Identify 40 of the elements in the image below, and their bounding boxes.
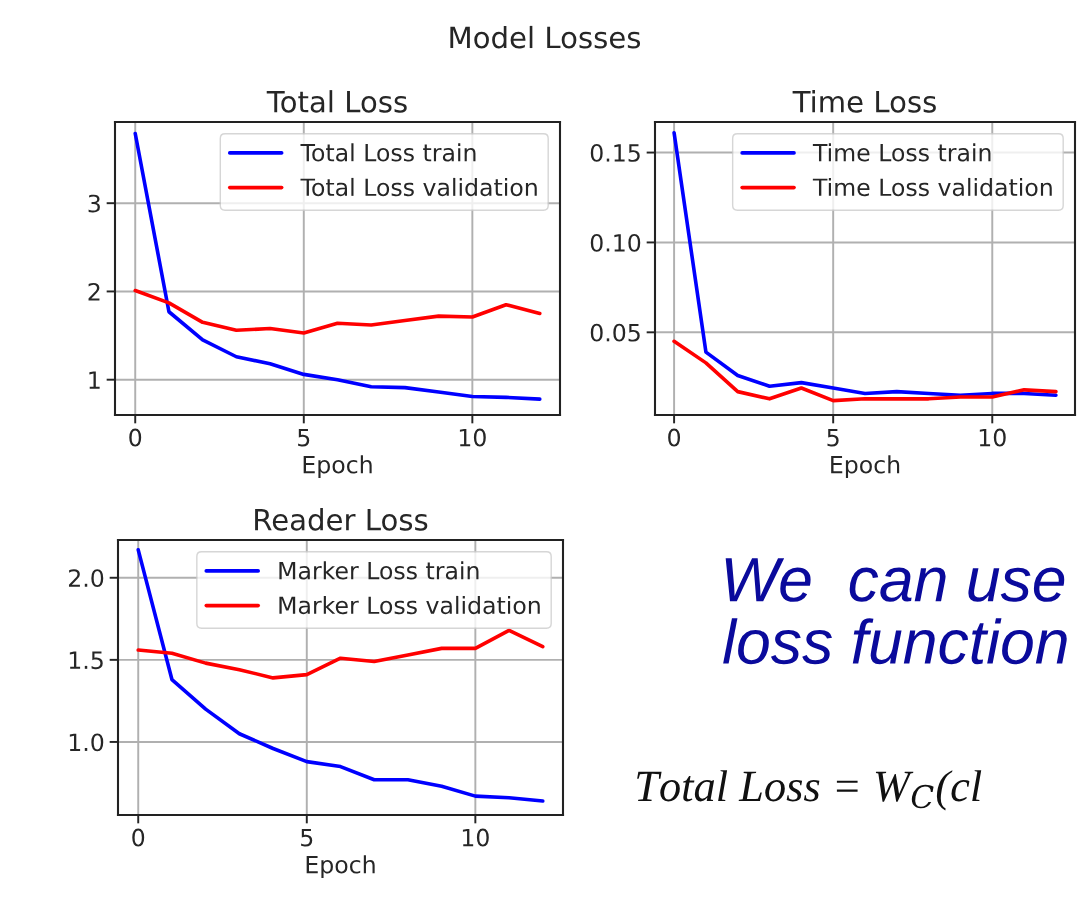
x-tick-label: 5	[298, 428, 310, 447]
y-tick-label: 2	[88, 282, 100, 301]
text: Total Loss = W$_{C}$(cl	[637, 770, 982, 811]
x-tick-label: 5	[301, 828, 313, 847]
line-series	[136, 548, 545, 803]
x-tick-label: 10	[979, 428, 1006, 447]
x-tick-label: 10	[462, 828, 489, 847]
text: Model Losses	[450, 25, 641, 49]
chart-title: Reader Loss	[255, 508, 428, 531]
y-tick-label: 0.10	[590, 233, 641, 252]
y-tick-label: 1.0	[69, 733, 104, 752]
line-series	[672, 339, 1058, 403]
x-tick-label: 5	[827, 428, 839, 447]
y-tick-label: 1.5	[69, 651, 103, 670]
x-tick-label: 10	[459, 428, 486, 447]
x-axis-title: Epoch	[831, 455, 900, 479]
legend-label: Time Loss validation	[812, 177, 1052, 197]
legend-label: Total Loss validation	[300, 177, 537, 197]
y-tick-label: 3	[88, 194, 100, 213]
x-tick-label: 0	[129, 428, 142, 447]
x-axis-title: Epoch	[306, 855, 375, 879]
x-tick-label: 0	[668, 428, 681, 447]
line-series	[672, 130, 1058, 398]
text: We can use	[725, 558, 1065, 602]
y-tick-label: 0.05	[590, 323, 640, 342]
text: loss function	[723, 618, 1067, 665]
legend-label: Marker Loss train	[279, 561, 479, 580]
x-axis-title: Epoch	[303, 455, 372, 479]
legend-label: Time Loss train	[812, 143, 991, 162]
line-series	[133, 131, 542, 401]
y-tick-label: 0.15	[590, 144, 640, 162]
legend-label: Marker Loss validation	[279, 595, 540, 615]
chart-title: Total Loss	[266, 90, 407, 113]
line-series	[136, 628, 545, 680]
legend-label: Total Loss train	[300, 143, 476, 162]
y-tick-label: 1	[89, 371, 100, 389]
x-tick-label: 0	[132, 828, 145, 847]
chart-title: Time Loss	[792, 90, 936, 113]
y-tick-label: 2.0	[68, 569, 104, 588]
line-series	[133, 288, 542, 335]
